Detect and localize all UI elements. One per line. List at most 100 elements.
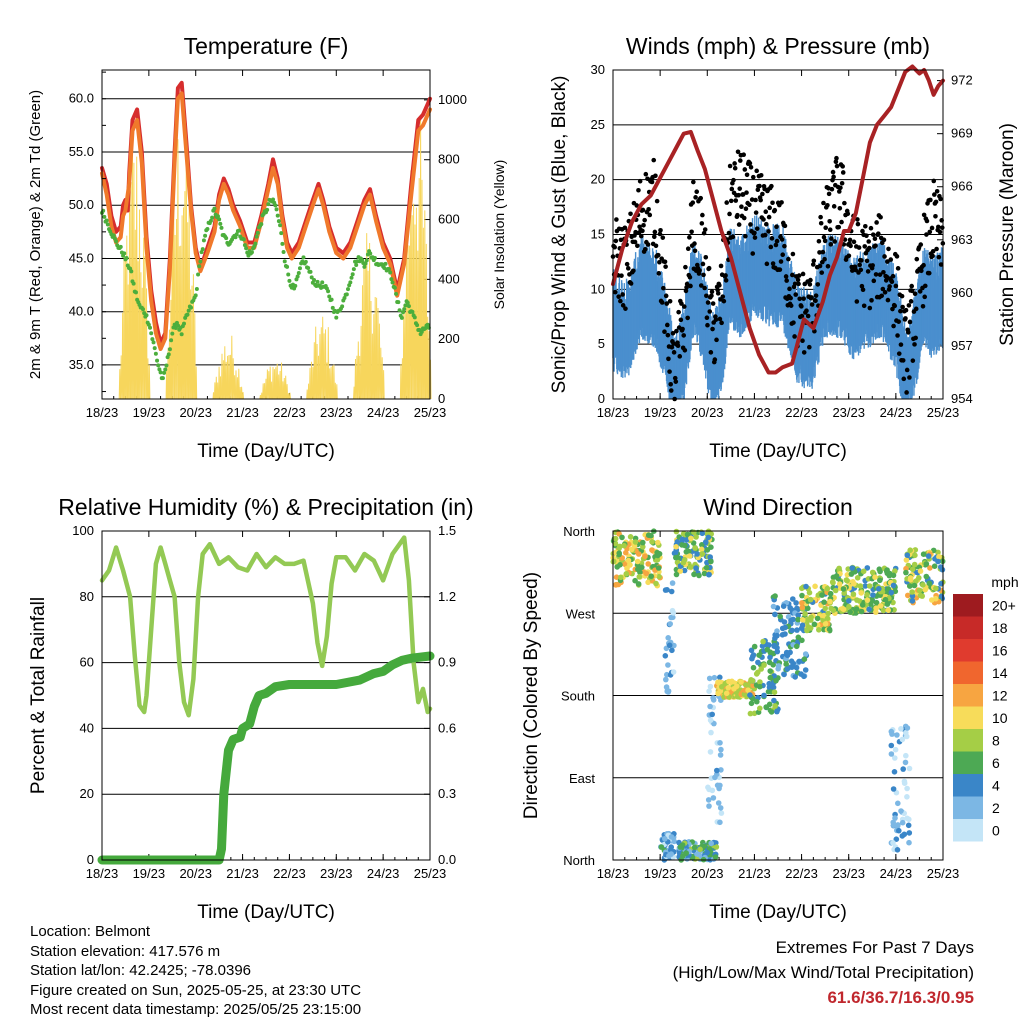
dewpoint-point (189, 305, 194, 310)
direction-point (749, 678, 756, 684)
direction-point (894, 732, 900, 738)
gust-point (692, 248, 698, 254)
solar-spike (183, 191, 186, 400)
gust-point (787, 286, 792, 292)
gust-point (920, 303, 926, 309)
direction-point (811, 621, 818, 628)
direction-point (854, 575, 861, 581)
gust-point (821, 200, 826, 206)
direction-point (738, 679, 744, 685)
gust-point (766, 214, 772, 220)
solar-spike (178, 246, 181, 400)
gust-point (774, 224, 779, 229)
gust-point (871, 278, 877, 284)
gust-point (932, 192, 937, 197)
direction-point (709, 711, 715, 718)
colorbar-label: 2 (992, 800, 1000, 816)
dewpoint-point (275, 213, 280, 218)
colorbar-label: 4 (992, 777, 1000, 793)
gust-point (898, 342, 904, 347)
x-tick-label: 21/23 (226, 866, 259, 881)
dewpoint-point (196, 272, 201, 277)
direction-point (774, 648, 781, 655)
gust-point (656, 271, 662, 276)
direction-point (790, 616, 796, 623)
gust-point (750, 251, 756, 256)
dewpoint-point (156, 363, 161, 368)
solar-spike (226, 355, 229, 400)
solar-spike (124, 257, 127, 400)
dewpoint-point (363, 261, 368, 266)
solar-spike (276, 363, 279, 400)
gust-point (886, 246, 891, 252)
solar-spike (189, 289, 192, 400)
y-tick-label: East (569, 771, 595, 786)
direction-point (666, 853, 672, 859)
gust-point (862, 244, 868, 249)
dewpoint-point (219, 225, 224, 230)
gust-point (829, 236, 834, 241)
direction-point (904, 794, 910, 800)
direction-point (761, 692, 767, 699)
direction-point (706, 803, 712, 809)
gust-point (735, 149, 741, 155)
colorbar-label: 12 (992, 687, 1008, 703)
direction-point (906, 765, 913, 772)
gust-point (761, 217, 766, 222)
y-tick-label: West (566, 606, 596, 621)
direction-point (612, 540, 619, 547)
gust-point (855, 221, 861, 227)
direction-point (773, 677, 779, 684)
y-tick-label: 60 (80, 655, 94, 670)
gust-point (723, 278, 729, 283)
direction-point (635, 581, 642, 587)
gust-point (701, 230, 707, 236)
y-tick-label: South (561, 689, 595, 704)
direction-point (806, 589, 813, 596)
dewpoint-point (364, 258, 369, 263)
y-tick-label: North (563, 853, 595, 868)
dewpoint-point (151, 340, 156, 345)
gust-point (632, 239, 638, 245)
gust-point (917, 289, 923, 294)
dewpoint-point (360, 257, 365, 262)
dewpoint-point (350, 272, 355, 277)
direction-point (892, 815, 898, 821)
direction-point (705, 534, 712, 541)
direction-point (669, 607, 676, 614)
gust-point (931, 178, 937, 184)
direction-point (767, 668, 773, 674)
gust-point (683, 288, 689, 294)
direction-point (935, 558, 941, 565)
gust-point (880, 286, 886, 292)
gust-point (753, 210, 759, 215)
direction-point (699, 551, 706, 557)
gust-point (612, 244, 617, 250)
gust-point (675, 343, 681, 349)
colorbar-label: 0 (992, 822, 1000, 838)
gust-point (623, 306, 628, 311)
gust-point (839, 180, 845, 186)
direction-point (939, 566, 946, 573)
solar-spike (284, 375, 287, 400)
direction-point (692, 545, 698, 551)
solar-spike (408, 245, 411, 400)
gust-point (659, 300, 665, 305)
direction-point (683, 537, 690, 543)
direction-point (793, 664, 800, 671)
gust-point (782, 243, 787, 249)
gust-point (928, 197, 933, 203)
direction-points (610, 528, 946, 863)
solar-spike (125, 235, 128, 400)
direction-point (697, 846, 703, 853)
station-info: Location: Belmont Station elevation: 417… (30, 922, 361, 1020)
direction-point (718, 767, 724, 773)
direction-point (754, 698, 760, 705)
direction-point (653, 580, 659, 587)
gust-point (682, 347, 688, 353)
dewpoint-point (392, 285, 397, 290)
solar-spike (175, 218, 178, 400)
dewpoint-point (163, 367, 168, 372)
gust-point (929, 225, 935, 231)
solar-spike (242, 391, 245, 400)
